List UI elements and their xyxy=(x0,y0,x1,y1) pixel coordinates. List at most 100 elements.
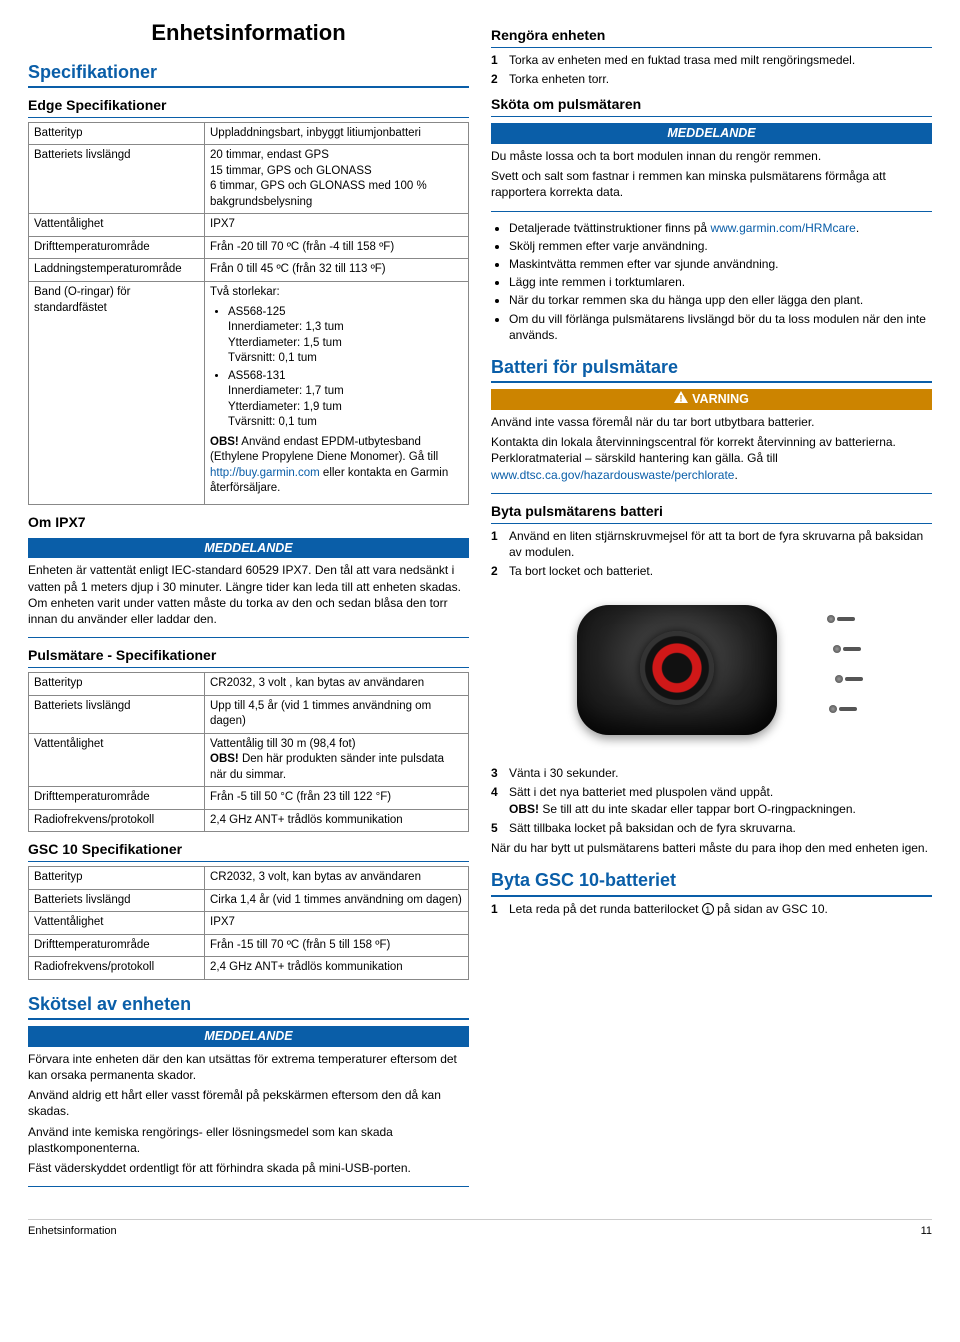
device-image xyxy=(557,587,867,757)
warning-icon: ! xyxy=(674,391,688,408)
step-item: 1Torka av enheten med en fuktad trasa me… xyxy=(491,52,932,68)
svg-text:!: ! xyxy=(680,394,683,404)
notice-box-hr: MEDDELANDE Du måste lossa och ta bort mo… xyxy=(491,123,932,211)
band-post1: Använd endast EPDM-utbytesband (Ethylene… xyxy=(210,436,438,464)
step-item: 2Torka enheten torr. xyxy=(491,71,932,87)
cell-val-vatt: Vattentålig till 30 m (98,4 fot) OBS! De… xyxy=(205,733,469,787)
footer-left: Enhetsinformation xyxy=(28,1224,117,1239)
cell-key: Drifttemperaturområde xyxy=(29,934,205,957)
heading-care: Skötsel av enheten xyxy=(28,992,469,1020)
warn-body: Använd inte vassa föremål när du tar bor… xyxy=(491,414,932,430)
hr-lead: Du måste lossa och ta bort modulen innan… xyxy=(491,148,932,164)
hr-bullet-list: Detaljerade tvättinstruktioner finns på … xyxy=(491,220,932,343)
gsc-step-a: Leta reda på det runda batterilocket xyxy=(509,902,702,916)
hrmcare-link[interactable]: www.garmin.com/HRMcare xyxy=(710,221,855,235)
cell-key: Radiofrekvens/protokoll xyxy=(29,957,205,980)
band-intro: Två storlekar: xyxy=(210,286,280,298)
cell-key: Batteriets livslängd xyxy=(29,889,205,912)
step-text: Ta bort locket och batteriet. xyxy=(509,564,653,578)
obs-label: OBS! xyxy=(210,436,239,448)
step-item: 3Vänta i 30 sekunder. xyxy=(491,765,932,781)
step-text: Torka av enheten med en fuktad trasa med… xyxy=(509,53,855,67)
heading-gsc-batt: Byta GSC 10-batteriet xyxy=(491,868,932,896)
notice-box-ipx7: MEDDELANDE Enheten är vattentät enligt I… xyxy=(28,538,469,639)
notice-box-care: MEDDELANDE Förvara inte enheten där den … xyxy=(28,1026,469,1187)
warning-box: ! VARNING Använd inte vassa föremål när … xyxy=(491,389,932,494)
cell-val: CR2032, 3 volt, kan bytas av användaren xyxy=(205,867,469,890)
obs-label: OBS! xyxy=(509,802,539,816)
page-footer: Enhetsinformation 11 xyxy=(28,1219,932,1239)
cell-val: Från 0 till 45 ºC (från 32 till 113 ºF) xyxy=(205,259,469,282)
step-text: Torka enheten torr. xyxy=(509,72,609,86)
care-text: Använd inte kemiska rengörings- eller lö… xyxy=(28,1124,469,1156)
warning-label: VARNING xyxy=(692,392,749,406)
cell-val: Från -5 till 50 °C (från 23 till 122 °F) xyxy=(205,787,469,810)
notice-title: MEDDELANDE xyxy=(491,123,932,144)
notice-title: MEDDELANDE xyxy=(28,538,469,559)
notice-title: MEDDELANDE xyxy=(28,1026,469,1047)
gsc-step-b: på sidan av GSC 10. xyxy=(714,902,828,916)
step-item: 5Sätt tillbaka locket på baksidan och de… xyxy=(491,820,932,836)
cell-val-band: Två storlekar: AS568-125 Innerdiameter: … xyxy=(205,282,469,505)
replace-steps-post: 3Vänta i 30 sekunder. 4 Sätt i det nya b… xyxy=(491,765,932,836)
step-item: 1 Leta reda på det runda batterilocket 1… xyxy=(491,901,932,917)
cell-key: Radiofrekvens/protokoll xyxy=(29,809,205,832)
step-text: Sätt tillbaka locket på baksidan och de … xyxy=(509,821,796,835)
care-text: Använd aldrig ett hårt eller vasst förem… xyxy=(28,1087,469,1119)
cell-key: Batteriets livslängd xyxy=(29,145,205,214)
callout-1-icon: 1 xyxy=(702,903,714,915)
cell-key: Laddningstemperaturområde xyxy=(29,259,205,282)
cell-val: Uppladdningsbart, inbyggt litiumjonbatte… xyxy=(205,122,469,145)
step-text: Vänta i 30 sekunder. xyxy=(509,766,618,780)
obs-text: Se till att du inte skadar eller tappar … xyxy=(539,802,856,816)
gsc-spec-table: Batterityp CR2032, 3 volt, kan bytas av … xyxy=(28,866,469,980)
hr-bullet: Om du vill förlänga pulsmätarens livslän… xyxy=(509,311,932,343)
cell-key: Vattentålighet xyxy=(29,912,205,935)
heading-specifikationer: Specifikationer xyxy=(28,60,469,88)
step-item: 4 Sätt i det nya batteriet med pluspolen… xyxy=(491,784,932,816)
cell-key: Drifttemperaturområde xyxy=(29,236,205,259)
cell-val: 2,4 GHz ANT+ trådlös kommunikation xyxy=(205,957,469,980)
buy-garmin-link[interactable]: http://buy.garmin.com xyxy=(210,467,320,479)
band-item: AS568-125 Innerdiameter: 1,3 tum Ytterdi… xyxy=(228,305,463,367)
cell-key: Band (O-ringar) för standardfästet xyxy=(29,282,205,505)
heading-puls-spec: Pulsmätare - Specifikationer xyxy=(28,646,469,668)
step-item: 2Ta bort locket och batteriet. xyxy=(491,563,932,579)
step-item: 1Använd en liten stjärnskruvmejsel för a… xyxy=(491,528,932,560)
hr-bullet-pre: Detaljerade tvättinstruktioner finns på xyxy=(509,221,710,235)
heading-edge-spec: Edge Specifikationer xyxy=(28,96,469,118)
cell-key: Drifttemperaturområde xyxy=(29,787,205,810)
perchlorate-link[interactable]: www.dtsc.ca.gov/hazardouswaste/perchlora… xyxy=(491,468,734,482)
heading-om-ipx7: Om IPX7 xyxy=(28,513,469,532)
cell-val: 20 timmar, endast GPS 15 timmar, GPS och… xyxy=(205,145,469,214)
ipx7-body: Enheten är vattentät enligt IEC-standard… xyxy=(28,562,469,627)
cell-val: IPX7 xyxy=(205,912,469,935)
warn-body-link: Kontakta din lokala återvinningscentral … xyxy=(491,434,932,483)
vatt-line2: Den här produkten sänder inte pulsdata n… xyxy=(210,753,444,781)
warn-text-b: . xyxy=(734,468,737,482)
heading-clean: Rengöra enheten xyxy=(491,26,932,48)
replace-after-text: När du har bytt ut pulsmätarens batteri … xyxy=(491,840,932,856)
care-text: Förvara inte enheten där den kan utsätta… xyxy=(28,1051,469,1083)
obs-label: OBS! xyxy=(210,753,239,765)
heading-hr-care: Sköta om pulsmätaren xyxy=(491,95,932,117)
cell-val: IPX7 xyxy=(205,214,469,237)
cell-val: Från -15 till 70 ºC (från 5 till 158 ºF) xyxy=(205,934,469,957)
band-note: OBS! Använd endast EPDM-utbytesband (Eth… xyxy=(210,435,463,497)
cell-key: Batterityp xyxy=(29,122,205,145)
vatt-line1: Vattentålig till 30 m (98,4 fot) xyxy=(210,738,356,750)
clean-steps: 1Torka av enheten med en fuktad trasa me… xyxy=(491,52,932,87)
page-title: Enhetsinformation xyxy=(28,18,469,48)
hr-bullet: När du torkar remmen ska du hänga upp de… xyxy=(509,292,932,308)
puls-spec-table: Batterityp CR2032, 3 volt , kan bytas av… xyxy=(28,672,469,832)
warning-title: ! VARNING xyxy=(491,389,932,410)
cell-val: CR2032, 3 volt , kan bytas av användaren xyxy=(205,673,469,696)
cell-key: Batteriets livslängd xyxy=(29,695,205,733)
cell-key: Vattentålighet xyxy=(29,733,205,787)
cell-val: Cirka 1,4 år (vid 1 timmes användning om… xyxy=(205,889,469,912)
heading-batt-hr: Batteri för pulsmätare xyxy=(491,355,932,383)
cell-val: 2,4 GHz ANT+ trådlös kommunikation xyxy=(205,809,469,832)
cell-key: Batterityp xyxy=(29,867,205,890)
hr-bullet: Lägg inte remmen i torktumlaren. xyxy=(509,274,932,290)
replace-steps-pre: 1Använd en liten stjärnskruvmejsel för a… xyxy=(491,528,932,580)
